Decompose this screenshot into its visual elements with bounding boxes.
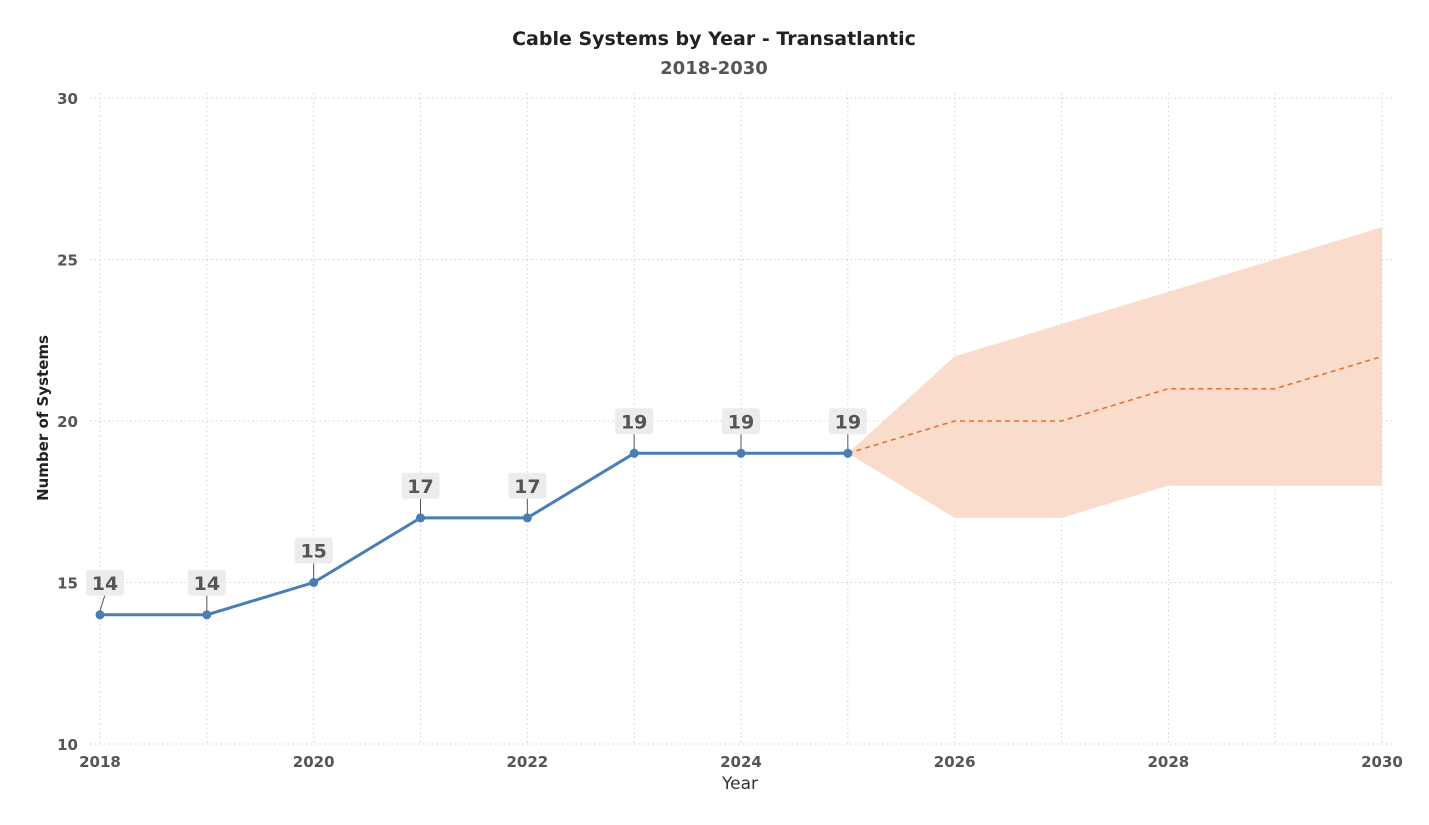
x-tick-label: 2018 xyxy=(79,753,121,771)
x-axis-title: Year xyxy=(721,774,758,794)
data-label: 19 xyxy=(728,411,754,433)
data-label: 14 xyxy=(194,573,220,595)
series-line-layer xyxy=(95,448,853,620)
data-label-box xyxy=(615,408,654,435)
chart-title: Cable Systems by Year - Transatlantic xyxy=(512,28,916,50)
chart-subtitle: 2018-2030 xyxy=(660,58,768,79)
y-tick-label: 20 xyxy=(57,413,78,431)
data-label: 19 xyxy=(835,411,861,433)
x-tick-label: 2022 xyxy=(506,753,548,771)
series-line xyxy=(100,451,848,617)
x-tick-label: 2020 xyxy=(293,753,335,771)
data-point xyxy=(736,448,746,458)
data-label: 17 xyxy=(407,476,433,498)
data-label: 19 xyxy=(621,411,647,433)
y-axis-title: Number of Systems xyxy=(34,335,52,501)
data-label: 14 xyxy=(92,573,118,595)
x-tick-label: 2026 xyxy=(934,753,976,771)
x-tick-label: 2030 xyxy=(1361,753,1403,771)
data-point xyxy=(202,610,212,620)
data-label-box xyxy=(86,569,124,596)
data-label-box xyxy=(508,472,547,499)
data-label-box xyxy=(828,408,867,435)
data-point xyxy=(629,448,639,458)
data-point xyxy=(309,578,319,587)
y-tick-label: 30 xyxy=(57,90,78,108)
data-label-layer: 14 14 15 17 17 19 19 19 xyxy=(86,408,867,611)
tick-label-layer: 2018 2020 2022 2024 2026 2028 2030 10 15 20 25 30 xyxy=(57,90,1403,771)
data-label-box xyxy=(722,408,760,435)
data-point xyxy=(95,610,105,620)
data-label-leader xyxy=(99,594,106,611)
y-tick-label: 15 xyxy=(57,575,78,593)
data-label-box xyxy=(294,537,333,564)
data-label: 17 xyxy=(514,476,540,498)
y-tick-label: 10 xyxy=(57,736,78,754)
x-tick-label: 2024 xyxy=(720,753,762,771)
forecast-band xyxy=(847,227,1382,518)
data-label: 15 xyxy=(300,541,326,563)
y-tick-label: 25 xyxy=(57,252,78,270)
data-label-box xyxy=(187,569,226,596)
forecast-line xyxy=(847,355,1383,455)
x-tick-label: 2028 xyxy=(1147,753,1189,771)
data-point xyxy=(416,513,425,523)
data-point xyxy=(522,513,532,523)
data-point xyxy=(843,448,853,458)
data-label-box xyxy=(401,472,440,499)
forecast-band-layer xyxy=(847,227,1383,518)
